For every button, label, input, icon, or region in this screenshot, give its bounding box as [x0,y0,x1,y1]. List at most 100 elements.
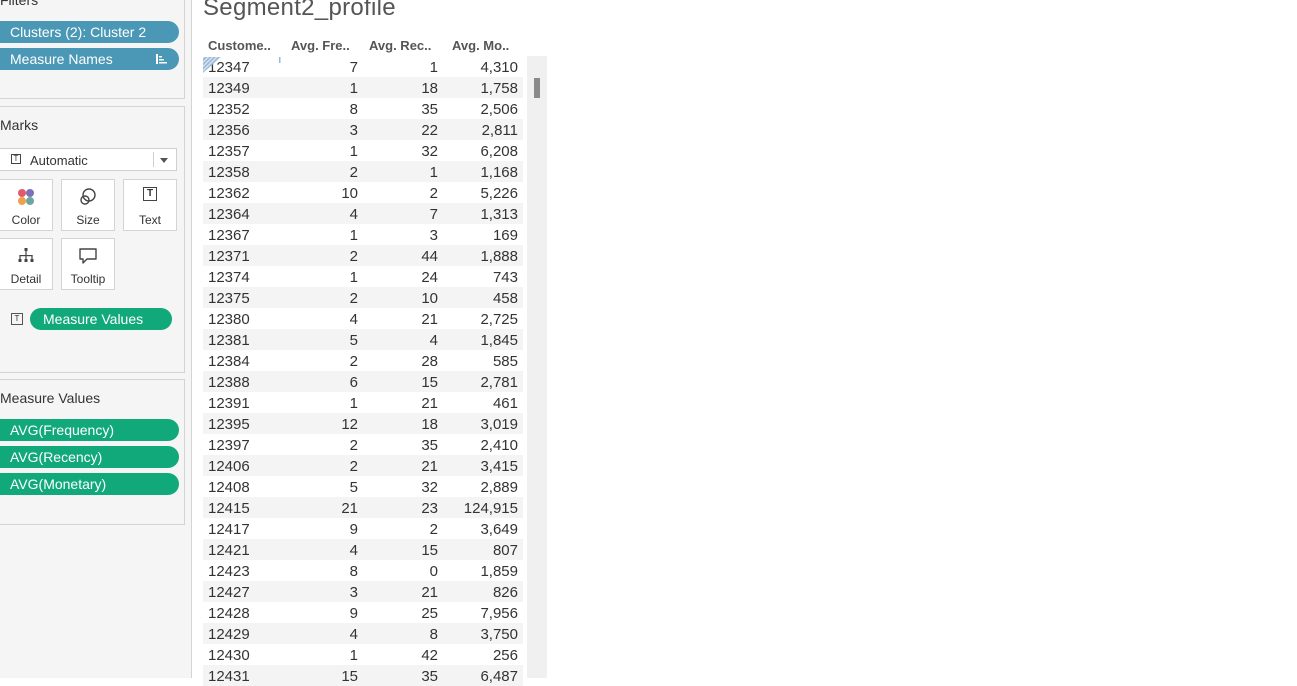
table-row[interactable]: 12391 1 21 461 [203,392,523,413]
cell-monetary: 256 [492,647,518,664]
filter-pill-clusters[interactable]: Clusters (2): Cluster 2 [0,21,179,43]
cell-customer: 12417 [208,521,250,538]
table-row[interactable]: 12397 2 35 2,410 [203,434,523,455]
cell-frequency: 1 [349,647,358,664]
cell-monetary: 1,758 [480,80,518,97]
cell-frequency: 2 [349,353,358,370]
cell-monetary: 807 [492,542,518,559]
cell-monetary: 2,889 [480,479,518,496]
cell-customer: 12352 [208,101,250,118]
cell-recency: 18 [421,80,438,97]
table-row[interactable]: 12406 2 21 3,415 [203,455,523,476]
cell-recency: 35 [421,668,438,685]
cell-recency: 25 [421,605,438,622]
table-row[interactable]: 12431 15 35 6,487 [203,665,523,686]
table-row[interactable]: 12380 4 21 2,725 [203,308,523,329]
table-row[interactable]: 12357 1 32 6,208 [203,140,523,161]
table-row[interactable]: 12381 5 4 1,845 [203,329,523,350]
table-row[interactable]: 12421 4 15 807 [203,539,523,560]
header-frequency[interactable]: Avg. Fre.. [291,38,350,53]
cell-frequency: 8 [349,563,358,580]
table-row[interactable]: 12430 1 42 256 [203,644,523,665]
size-icon [80,188,96,205]
cell-frequency: 3 [349,122,358,139]
table-row[interactable]: 12347 7 1 4,310 [203,56,523,77]
filter-pill-measure-names[interactable]: Measure Names [0,48,179,70]
measure-pill-monetary[interactable]: AVG(Monetary) [0,473,179,495]
tooltip-icon [79,248,97,264]
table-row[interactable]: 12374 1 24 743 [203,266,523,287]
cell-customer: 12384 [208,353,250,370]
size-button-label: Size [76,213,100,227]
cell-recency: 21 [421,395,438,412]
cell-frequency: 21 [341,500,358,517]
header-recency[interactable]: Avg. Rec.. [369,38,432,53]
table-row[interactable]: 12362 10 2 5,226 [203,182,523,203]
cell-recency: 32 [421,143,438,160]
cell-recency: 21 [421,458,438,475]
table-row[interactable]: 12395 12 18 3,019 [203,413,523,434]
cell-frequency: 6 [349,374,358,391]
table-row[interactable]: 12356 3 22 2,811 [203,119,523,140]
table-row[interactable]: 12429 4 8 3,750 [203,623,523,644]
text-mark-icon: T [11,154,21,164]
text-icon: T [143,187,157,201]
cell-recency: 22 [421,122,438,139]
cell-recency: 2 [429,185,438,202]
cell-customer: 12421 [208,542,250,559]
table-row[interactable]: 12415 21 23 124,915 [203,497,523,518]
cell-monetary: 3,019 [480,416,518,433]
measure-pill-recency[interactable]: AVG(Recency) [0,446,179,468]
cell-recency: 7 [429,206,438,223]
cell-customer: 12349 [208,80,250,97]
detail-button[interactable]: Detail [0,238,53,290]
mark-type-dropdown[interactable]: T Automatic [0,148,177,171]
tooltip-button[interactable]: Tooltip [61,238,115,290]
table-row[interactable]: 12427 3 21 826 [203,581,523,602]
table-row[interactable]: 12428 9 25 7,956 [203,602,523,623]
table-row[interactable]: 12408 5 32 2,889 [203,476,523,497]
size-button[interactable]: Size [61,179,115,231]
cell-monetary: 4,310 [480,59,518,76]
cell-recency: 8 [429,626,438,643]
marks-measure-values-pill[interactable]: Measure Values [30,308,172,330]
filters-card: Filters Clusters (2): Cluster 2 Measure … [0,0,185,99]
table-row[interactable]: 12423 8 0 1,859 [203,560,523,581]
text-button[interactable]: T Text [123,179,177,231]
table-row[interactable]: 12375 2 10 458 [203,287,523,308]
chevron-down-icon[interactable] [160,158,168,163]
table-row[interactable]: 12371 2 44 1,888 [203,245,523,266]
cell-monetary: 7,956 [480,605,518,622]
selection-marker [203,57,281,73]
table-row[interactable]: 12358 2 1 1,168 [203,161,523,182]
cell-customer: 12395 [208,416,250,433]
table-row[interactable]: 12384 2 28 585 [203,350,523,371]
vertical-scrollbar[interactable] [527,56,547,678]
cell-customer: 12427 [208,584,250,601]
scrollbar-thumb[interactable] [534,78,540,98]
table-row[interactable]: 12367 1 3 169 [203,224,523,245]
cell-recency: 35 [421,101,438,118]
cell-customer: 12406 [208,458,250,475]
marks-measure-values-label: Measure Values [43,311,144,327]
text-encoding-icon: T [11,313,23,325]
cell-customer: 12356 [208,122,250,139]
table-row[interactable]: 12388 6 15 2,781 [203,371,523,392]
table-row[interactable]: 12349 1 18 1,758 [203,77,523,98]
table-row[interactable]: 12364 4 7 1,313 [203,203,523,224]
table-row[interactable]: 12352 8 35 2,506 [203,98,523,119]
cell-customer: 12391 [208,395,250,412]
header-monetary[interactable]: Avg. Mo.. [452,38,510,53]
header-customer[interactable]: Custome.. [208,38,271,53]
cell-frequency: 1 [349,80,358,97]
tooltip-button-label: Tooltip [70,272,106,286]
cell-customer: 12380 [208,311,250,328]
color-button[interactable]: Color [0,179,53,231]
cell-monetary: 2,781 [480,374,518,391]
filter-pill-measure-names-label: Measure Names [10,51,113,67]
dropdown-separator [153,152,154,167]
measure-pill-frequency[interactable]: AVG(Frequency) [0,419,179,441]
table-row[interactable]: 12417 9 2 3,649 [203,518,523,539]
cell-frequency: 5 [349,479,358,496]
cell-frequency: 15 [341,668,358,685]
